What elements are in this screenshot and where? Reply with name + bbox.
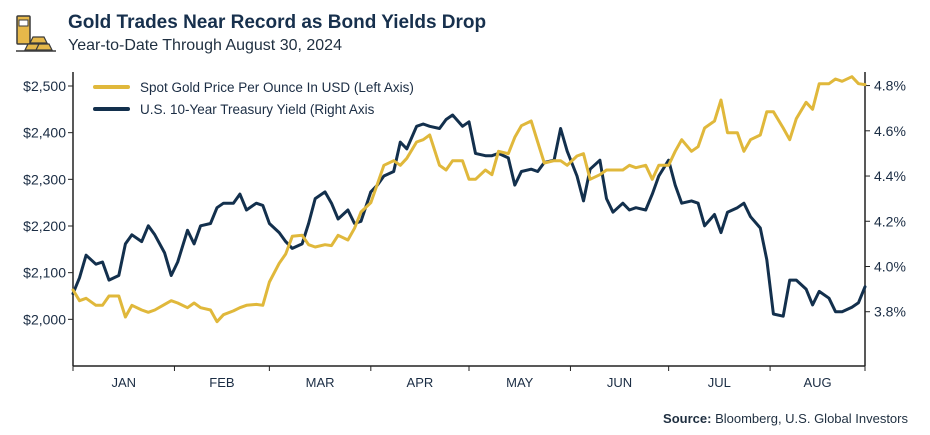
right-tick-label: 3.8% [874, 304, 906, 320]
series-layer [71, 75, 867, 324]
right-y-axis: 3.8% 4.0% 4.2% 4.4% 4.6% 4.8% [864, 72, 906, 366]
treasury-yield-line [71, 113, 867, 318]
x-tick-label: MAR [306, 375, 335, 390]
x-tick-label: FEB [209, 375, 234, 390]
legend: Spot Gold Price Per Ounce In USD (Left A… [93, 80, 414, 117]
left-tick-label: $2,500 [23, 78, 66, 94]
right-tick-label: 4.6% [874, 123, 906, 139]
left-tick-label: $2,400 [23, 125, 66, 141]
x-tick-label: JAN [111, 375, 136, 390]
gold-bars-icon [16, 15, 56, 52]
x-tick-label: JUN [607, 375, 632, 390]
left-tick-label: $2,000 [23, 311, 66, 327]
right-tick-label: 4.8% [874, 78, 906, 94]
left-tick-label: $2,200 [23, 218, 66, 234]
source-note: Source: Bloomberg, U.S. Global Investors [663, 411, 908, 426]
x-tick-label: APR [407, 375, 434, 390]
source-text: Bloomberg, U.S. Global Investors [715, 411, 908, 426]
left-y-axis: $2,000 $2,100 $2,200 $2,300 $2,400 $2,500 [23, 72, 74, 366]
source-label: Source: [663, 411, 712, 426]
right-tick-label: 4.0% [874, 258, 906, 274]
gold-price-line [71, 75, 867, 324]
right-tick-label: 4.2% [874, 213, 906, 229]
legend-label-yield: U.S. 10-Year Treasury Yield (Right Axis [140, 102, 375, 117]
x-axis: JAN FEB MAR APR MAY JUN JUL AUG [72, 365, 866, 390]
left-tick-label: $2,300 [23, 171, 66, 187]
chart-subtitle: Year-to-Date Through August 30, 2024 [68, 37, 342, 54]
chart-title: Gold Trades Near Record as Bond Yields D… [68, 12, 487, 33]
x-tick-label: MAY [506, 375, 534, 390]
legend-label-gold: Spot Gold Price Per Ounce In USD (Left A… [140, 80, 414, 95]
x-tick-label: AUG [803, 375, 831, 390]
right-tick-label: 4.4% [874, 168, 906, 184]
x-tick-label: JUL [708, 375, 731, 390]
left-tick-label: $2,100 [23, 265, 66, 281]
